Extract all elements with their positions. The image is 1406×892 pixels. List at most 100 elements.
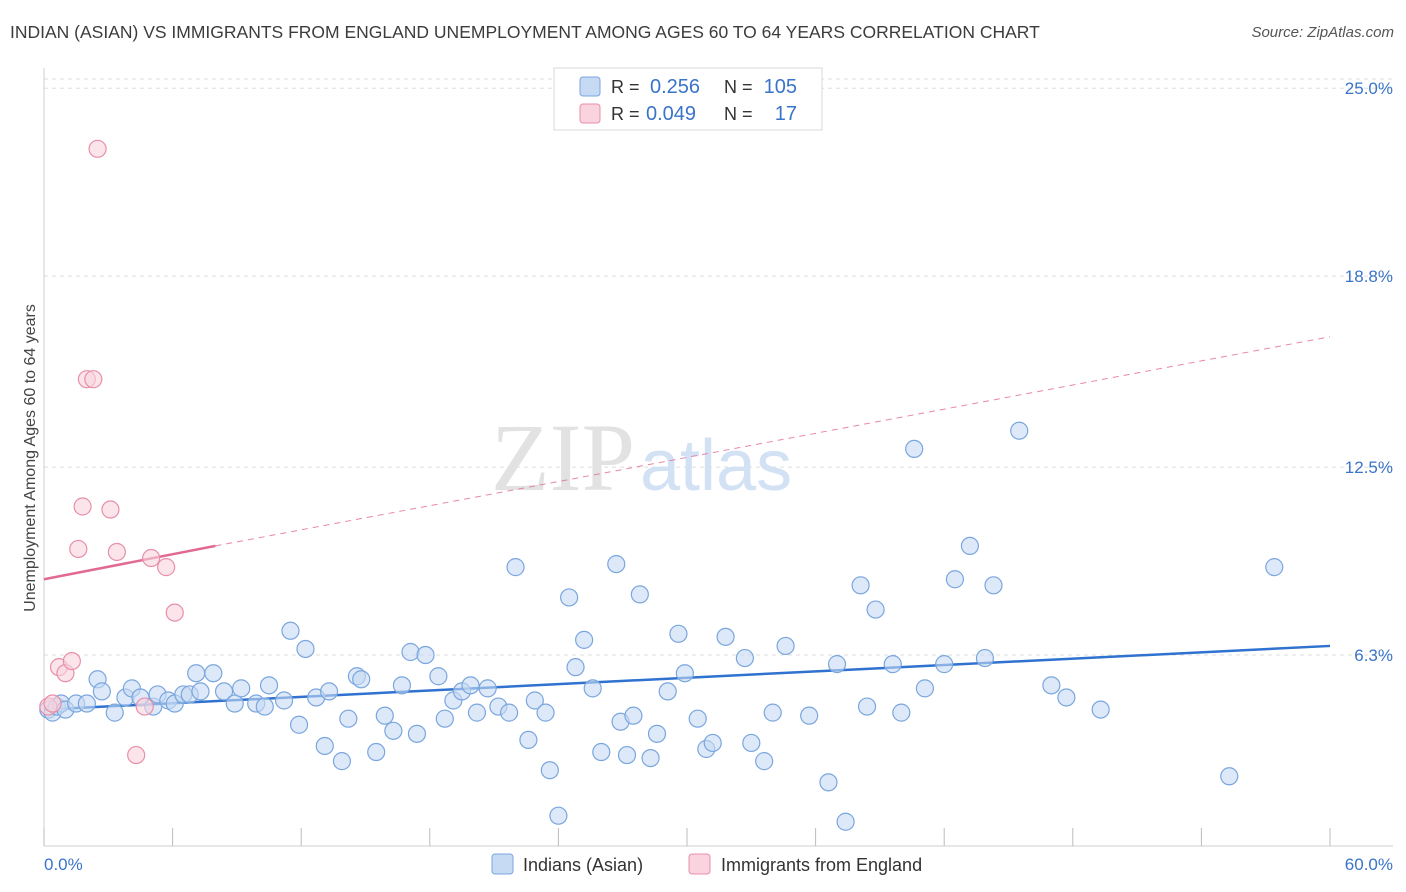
legend-n-value: 17: [775, 103, 797, 125]
point-indians: [367, 742, 386, 762]
legend-n-value: 105: [764, 76, 797, 98]
x-tick-label-max: 60.0%: [1345, 855, 1393, 874]
point-indians: [536, 703, 555, 722]
point-indians: [352, 670, 371, 689]
point-indians: [478, 679, 497, 698]
point-indians: [191, 682, 210, 701]
x-tick-label-min: 0.0%: [44, 855, 83, 874]
point-indians: [525, 691, 544, 710]
legend-swatch-pink: [579, 103, 601, 124]
y-tick-label: 12.5%: [1345, 458, 1393, 477]
point-indians: [375, 706, 394, 725]
point-indians: [617, 745, 637, 765]
point-indians: [883, 655, 902, 674]
data-points: [39, 139, 1284, 831]
point-indians: [332, 752, 352, 771]
point-indians: [755, 752, 774, 771]
point-indians: [658, 682, 677, 701]
point-indians: [296, 639, 315, 659]
point-indians: [960, 536, 980, 556]
grid-lines: [44, 78, 1393, 656]
y-tick-label: 6.3%: [1354, 646, 1393, 665]
point-indians: [506, 558, 525, 577]
chart-source: Source: ZipAtlas.com: [1251, 24, 1394, 41]
point-indians: [560, 588, 579, 607]
point-indians: [92, 682, 111, 701]
point-england: [165, 603, 184, 622]
trend-line-england: [43, 544, 216, 581]
point-indians: [1042, 676, 1061, 695]
point-indians: [1091, 700, 1110, 719]
point-indians: [1057, 688, 1076, 707]
point-indians: [105, 703, 124, 722]
legend-label-indians: Indians (Asian): [523, 855, 643, 875]
watermark-atlas: atlas: [640, 426, 792, 506]
point-england: [84, 370, 103, 389]
point-england: [107, 542, 126, 562]
point-indians: [819, 773, 838, 792]
point-indians: [984, 576, 1003, 595]
point-indians: [339, 709, 358, 728]
point-indians: [763, 703, 782, 722]
point-indians: [857, 697, 877, 716]
point-indians: [827, 655, 847, 674]
point-indians: [289, 715, 309, 734]
point-indians: [575, 630, 594, 649]
chart-title: INDIAN (ASIAN) VS IMMIGRANTS FROM ENGLAN…: [10, 22, 1040, 42]
point-indians: [851, 576, 870, 595]
point-indians: [716, 627, 735, 646]
point-indians: [401, 642, 420, 662]
point-indians: [1265, 558, 1284, 577]
point-england: [157, 558, 176, 577]
point-indians: [281, 621, 300, 640]
point-indians: [742, 733, 761, 753]
point-england: [101, 500, 120, 519]
point-indians: [688, 709, 707, 728]
point-indians: [945, 570, 965, 589]
point-england: [135, 697, 154, 716]
y-axis-label: Unemployment Among Ages 60 to 64 years: [22, 304, 39, 612]
y-tick-label: 25.0%: [1345, 79, 1393, 98]
point-indians: [214, 682, 234, 701]
point-indians: [607, 554, 626, 574]
trend-line-england-extended: [215, 336, 1331, 547]
point-indians: [583, 679, 602, 698]
point-indians: [1010, 421, 1029, 440]
legend-r-value: 0.256: [650, 76, 700, 98]
point-indians: [675, 664, 694, 683]
point-indians: [461, 676, 480, 695]
point-indians: [540, 761, 559, 780]
point-indians: [669, 624, 688, 643]
point-indians: [519, 730, 538, 750]
point-indians: [392, 676, 412, 695]
watermark-zip: ZIP: [491, 404, 635, 511]
point-england: [142, 548, 161, 568]
point-indians: [467, 703, 487, 722]
point-indians: [776, 636, 795, 656]
point-indians: [1220, 767, 1239, 786]
point-indians: [416, 645, 435, 665]
point-indians: [274, 691, 294, 710]
point-indians: [975, 648, 995, 668]
point-england: [88, 139, 107, 158]
legend-label-england: Immigrants from England: [721, 855, 922, 875]
point-indians: [641, 748, 660, 768]
point-indians: [315, 736, 334, 756]
point-indians: [836, 812, 855, 831]
watermark: ZIP atlas: [491, 404, 792, 511]
point-england: [62, 651, 81, 671]
point-england: [69, 539, 88, 559]
legend-swatch-england: [688, 853, 711, 875]
point-indians: [407, 724, 427, 743]
legend-series: Indians (Asian) Immigrants from England: [491, 853, 922, 875]
point-indians: [892, 703, 911, 722]
point-indians: [905, 439, 924, 459]
point-england: [73, 497, 92, 516]
point-indians: [255, 697, 274, 716]
legend-r-value: 0.049: [646, 103, 696, 125]
point-indians: [319, 682, 339, 701]
legend-stats: R = 0.256 N = 105 R = 0.049 N = 17: [553, 67, 823, 131]
legend-n-label: N =: [724, 77, 753, 97]
point-indians: [435, 709, 454, 728]
